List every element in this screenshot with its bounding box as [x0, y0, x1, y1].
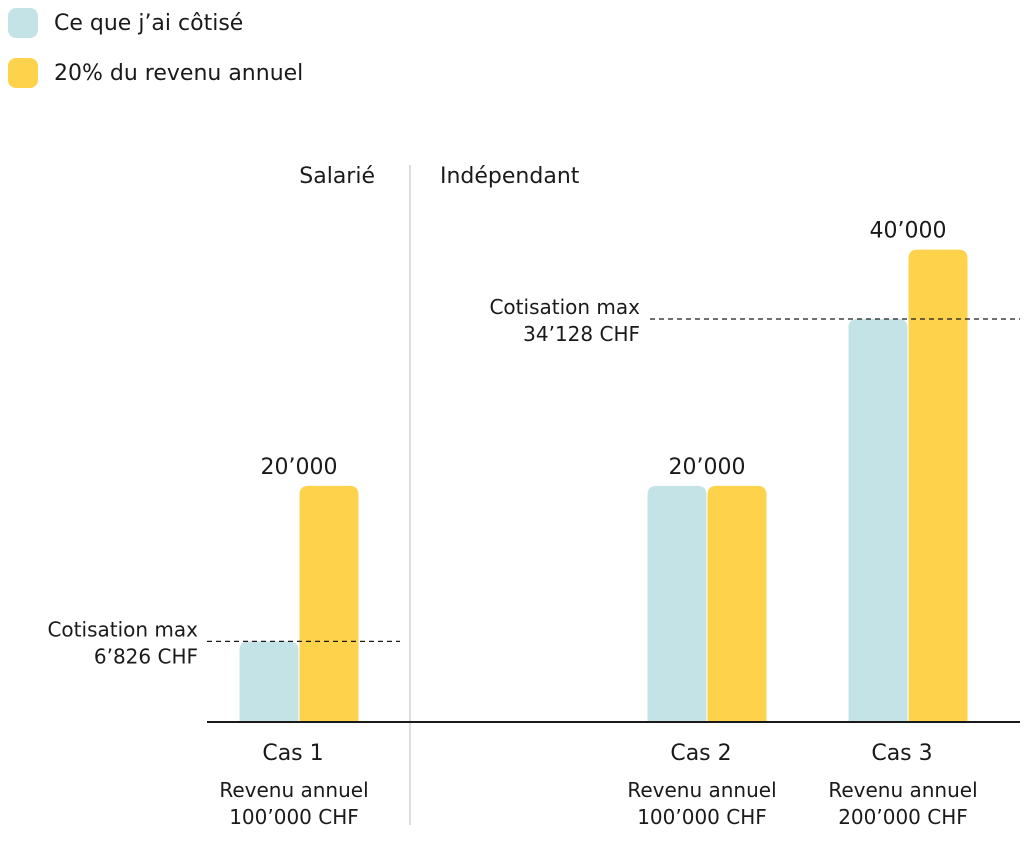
section-label-independant: Indépendant: [440, 164, 580, 189]
income-label-cas2: Revenu annuel: [627, 778, 776, 802]
legend-label-income: 20% du revenu annuel: [54, 60, 304, 86]
income-label-cas1: Revenu annuel: [219, 778, 368, 802]
income-label-cas3: Revenu annuel: [828, 778, 977, 802]
bars-group: [239, 249, 968, 722]
max-contribution-label-2: Cotisation max: [489, 295, 640, 319]
max-contribution-value-2: 34’128 CHF: [523, 322, 640, 346]
value-label-cas2: 20’000: [669, 455, 746, 480]
marks-group: 20’000 Cas 1 Revenu annuel 100’000 CHF 20’00…: [47, 219, 1020, 829]
bar-cas3-income: [908, 249, 968, 722]
max-contribution-label-1: Cotisation max: [47, 617, 198, 641]
value-label-cas1: 20’000: [261, 455, 338, 480]
max-contribution-value-1: 6’826 CHF: [94, 644, 198, 668]
legend-item-income: 20% du revenu annuel: [8, 58, 303, 88]
section-label-salarie: Salarié: [299, 164, 375, 189]
value-label-cas3: 40’000: [870, 219, 947, 244]
bar-cas3-contributed: [848, 318, 908, 722]
legend-item-contributed: Ce que j’ai côtisé: [8, 8, 303, 38]
bar-cas1-income: [299, 485, 359, 722]
category-label-cas2: Cas 2: [670, 741, 731, 766]
income-value-cas2: 100’000 CHF: [637, 805, 767, 829]
category-label-cas1: Cas 1: [262, 741, 323, 766]
bar-cas2-contributed: [647, 485, 707, 722]
category-label-cas3: Cas 3: [871, 741, 932, 766]
legend: Ce que j’ai côtisé 20% du revenu annuel: [8, 8, 303, 108]
income-value-cas1: 100’000 CHF: [229, 805, 359, 829]
bar-cas2-income: [707, 485, 767, 722]
legend-swatch-income: [8, 58, 38, 88]
income-value-cas3: 200’000 CHF: [838, 805, 968, 829]
bar-cas1-contributed: [239, 641, 299, 722]
legend-swatch-contributed: [8, 8, 38, 38]
legend-label-contributed: Ce que j’ai côtisé: [54, 10, 244, 36]
